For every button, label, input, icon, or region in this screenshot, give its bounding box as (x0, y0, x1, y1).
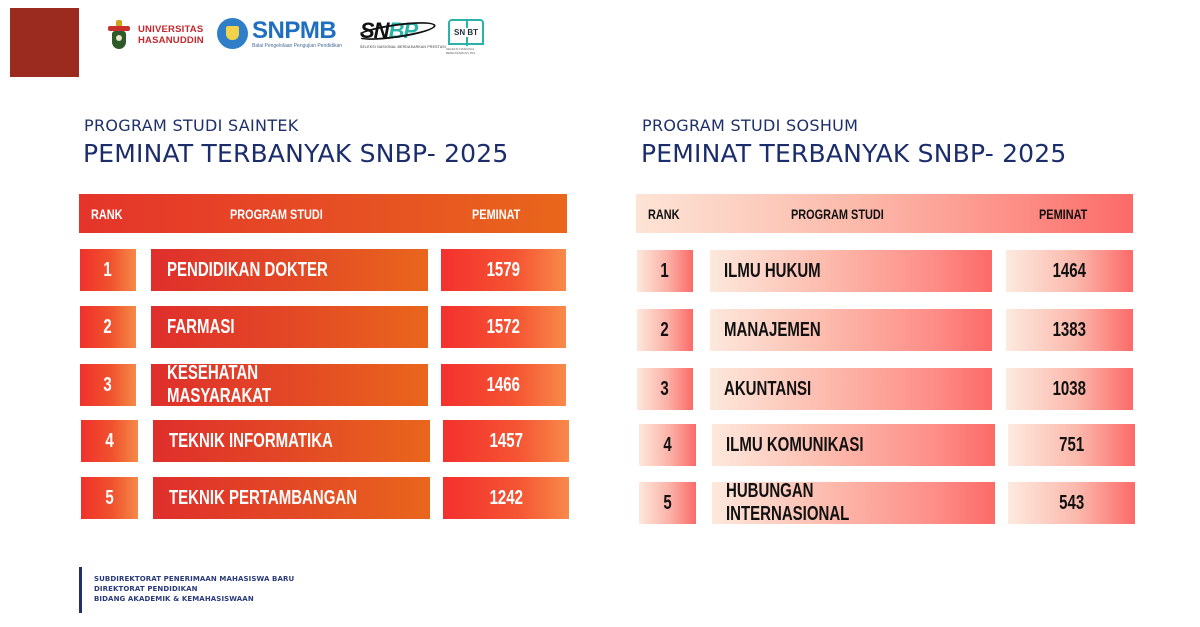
program-cell: TEKNIK INFORMATIKA (153, 420, 430, 462)
footer-line: SUBDIREKTORAT PENERIMAAN MAHASISWA BARU (94, 575, 295, 583)
program-cell: TEKNIK PERTAMBANGAN (153, 477, 430, 519)
rank-cell: 4 (639, 424, 696, 466)
program-cell: MANAJEMEN (710, 309, 992, 351)
rank-cell: 2 (80, 306, 136, 348)
peminat-cell: 1038 (1006, 368, 1133, 410)
rank-cell: 1 (637, 250, 693, 292)
soshum-subtitle: PROGRAM STUDI SOSHUM (642, 116, 859, 135)
snpmb-logo-text: SNPMB (252, 16, 337, 44)
program-cell: ILMU HUKUM (710, 250, 992, 292)
saintek-table-header: RANK PROGRAM STUDI PEMINAT (79, 194, 567, 233)
snbt-logo: SN BT SELEKSI NASIONAL BERDASARKAN TES (446, 19, 486, 55)
snbt-logo-subtext: SELEKSI NASIONAL BERDASARKAN TES (446, 47, 476, 55)
snbt-logo-text: SN BT (453, 27, 479, 37)
program-cell: PENDIDIKAN DOKTER (151, 249, 428, 291)
program-cell: HUBUNGAN INTERNASIONAL (712, 480, 995, 525)
peminat-cell: 1466 (441, 364, 566, 406)
peminat-cell: 1383 (1006, 309, 1133, 351)
snpmb-logo-subtext: Balai Pengelolaan Pengujian Pendidikan (252, 42, 343, 49)
program-cell: ILMU KOMUNIKASI (712, 424, 995, 466)
footer-line: DIREKTORAT PENDIDIKAN (94, 585, 198, 593)
rank-cell: 5 (81, 477, 138, 519)
snpmb-logo: SNPMB Balai Pengelolaan Pengujian Pendid… (217, 18, 342, 49)
open-book-icon: SN BT (448, 19, 484, 46)
peminat-cell: 1457 (443, 420, 569, 462)
unhas-logo-line-1: UNIVERSITAS (138, 24, 204, 35)
column-header-program-studi: PROGRAM STUDI (791, 205, 884, 222)
snbp-logo-text: SNBP (355, 18, 437, 44)
rank-cell: 3 (637, 368, 693, 410)
brand-color-block (10, 8, 79, 77)
column-header-program-studi: PROGRAM STUDI (230, 205, 323, 222)
footer-line: BIDANG AKADEMIK & KEMAHASISWAAN (94, 595, 254, 603)
peminat-cell: 1242 (443, 477, 569, 519)
footer-credits: SUBDIREKTORAT PENERIMAAN MAHASISWA BARU … (79, 567, 294, 613)
program-cell: KESEHATAN MASYARAKAT (151, 362, 428, 407)
soshum-table-header: RANK PROGRAM STUDI PEMINAT (636, 194, 1133, 233)
program-cell: AKUNTANSI (710, 368, 992, 410)
snbp-logo: SNBP SELEKSI NASIONAL BERDASARKAN PRESTA… (355, 18, 446, 49)
rank-cell: 1 (80, 249, 136, 291)
tut-wuri-handayani-icon (217, 18, 248, 49)
column-header-peminat: PEMINAT (472, 205, 521, 222)
peminat-cell: 751 (1008, 424, 1135, 466)
peminat-cell: 1572 (441, 306, 566, 348)
rank-cell: 3 (80, 364, 136, 406)
rank-cell: 2 (637, 309, 693, 351)
program-cell: FARMASI (151, 306, 428, 348)
unhas-emblem-icon (108, 20, 130, 50)
column-header-peminat: PEMINAT (1039, 205, 1088, 222)
saintek-subtitle: PROGRAM STUDI SAINTEK (84, 116, 299, 135)
saintek-title: PEMINAT TERBANYAK SNBP- 2025 (83, 139, 509, 168)
soshum-title: PEMINAT TERBANYAK SNBP- 2025 (641, 139, 1067, 168)
peminat-cell: 1579 (441, 249, 566, 291)
rank-cell: 5 (639, 482, 696, 524)
universitas-hasanuddin-logo: UNIVERSITAS HASANUDDIN (108, 20, 204, 50)
unhas-logo-line-2: HASANUDDIN (138, 35, 204, 46)
peminat-cell: 543 (1008, 482, 1135, 524)
snbp-logo-subtext: SELEKSI NASIONAL BERDASARKAN PRESTASI (360, 45, 446, 49)
rank-cell: 4 (81, 420, 138, 462)
column-header-rank: RANK (91, 205, 123, 222)
column-header-rank: RANK (648, 205, 680, 222)
peminat-cell: 1464 (1006, 250, 1133, 292)
